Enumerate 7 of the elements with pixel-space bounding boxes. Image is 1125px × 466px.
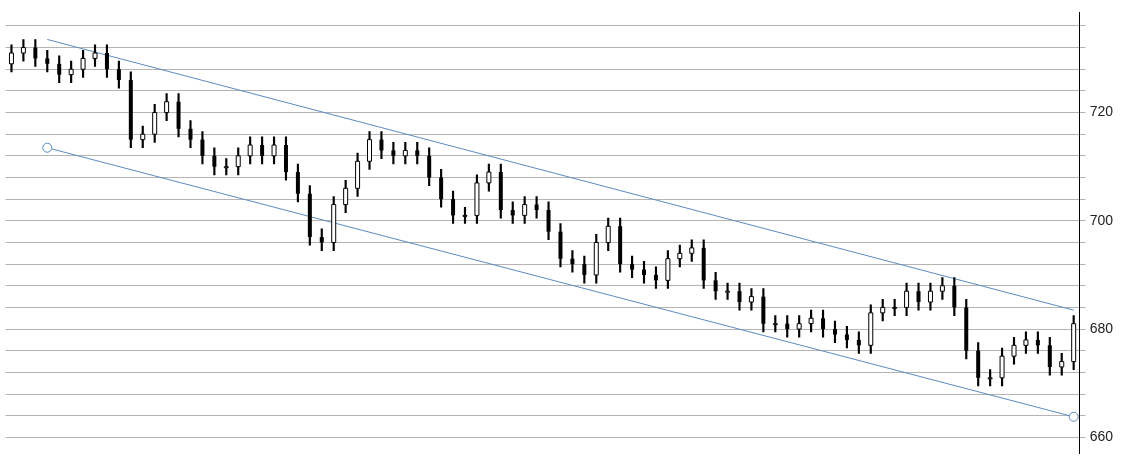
y-tick-label: 660 [1089, 428, 1114, 445]
y-tick-label: 720 [1089, 103, 1114, 120]
y-tick-label: 680 [1089, 319, 1114, 336]
candlestick [642, 261, 647, 284]
candlestick [379, 131, 384, 159]
y-tick-label: 700 [1089, 211, 1114, 228]
candlestick [832, 320, 837, 343]
